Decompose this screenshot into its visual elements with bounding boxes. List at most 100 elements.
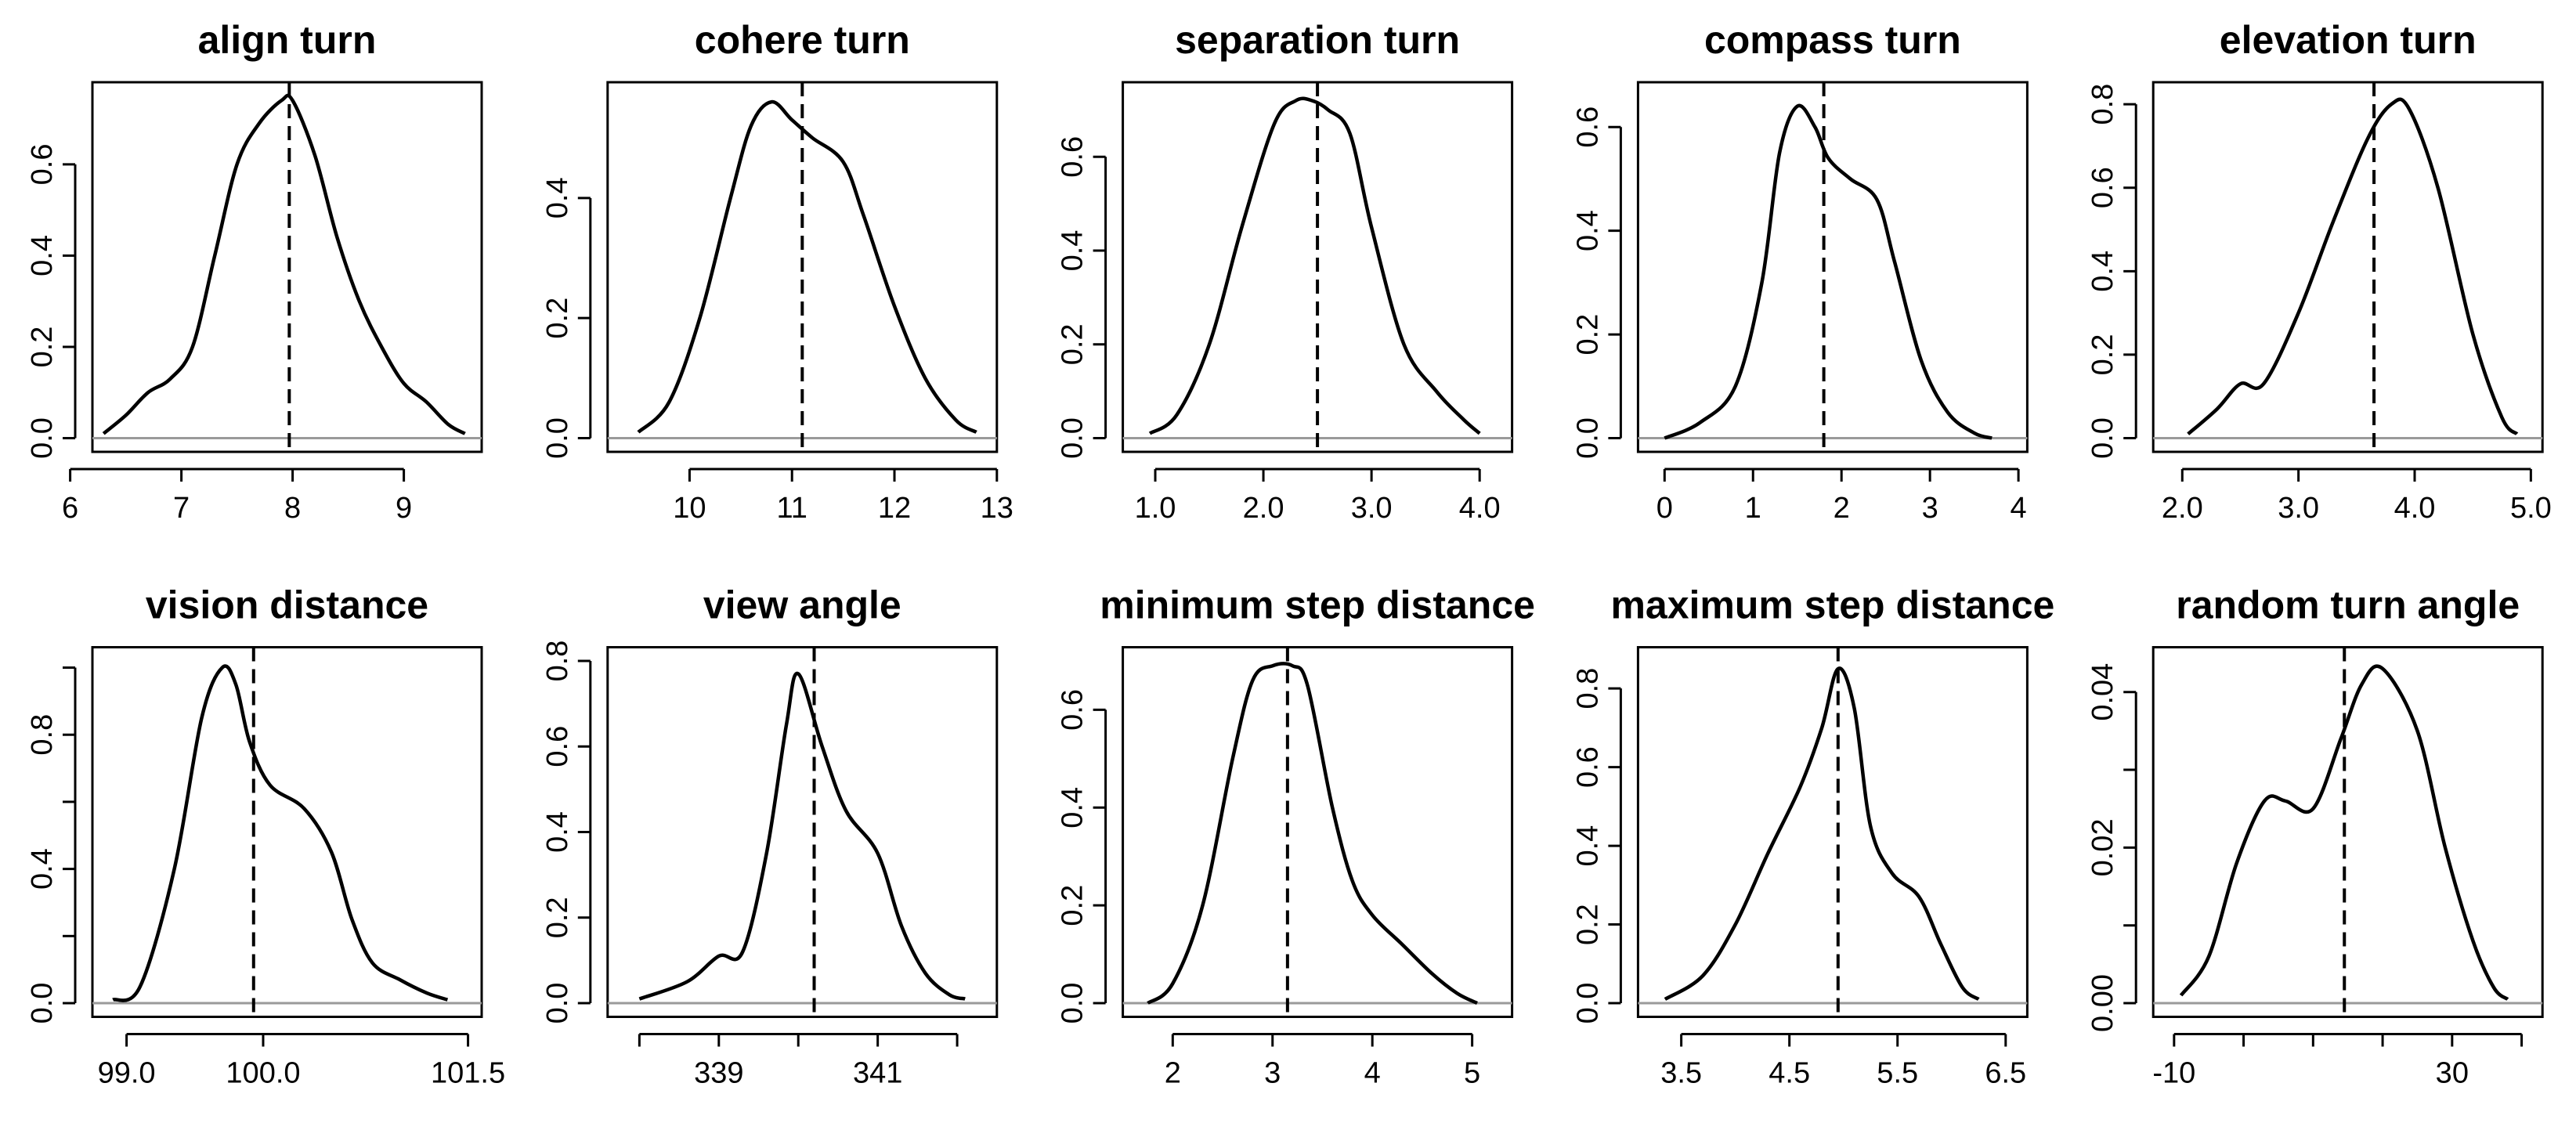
x-tick-label: 3.0: [1351, 492, 1393, 525]
density-curve: [638, 671, 966, 1001]
density-curve: [1664, 666, 1980, 1001]
y-tick-label: 0.6: [1571, 746, 1604, 788]
y-tick-label: 0.6: [26, 143, 59, 185]
y-tick-label: 0.4: [541, 177, 574, 218]
panel-title: random turn angle: [2176, 583, 2520, 627]
y-tick-label: 0.4: [1571, 210, 1604, 251]
x-tick-label: 3: [1264, 1057, 1281, 1090]
plot-frame: [606, 646, 999, 1018]
x-tick-label: 30: [2436, 1057, 2469, 1090]
y-tick-label: 0.2: [1057, 323, 1089, 365]
plot-frame: [1636, 81, 2029, 453]
x-tick-label: 101.5: [431, 1057, 505, 1090]
panel-title: cohere turn: [695, 18, 910, 62]
y-tick-label: 0.8: [2086, 84, 2119, 125]
density-curve: [2187, 97, 2519, 435]
y-tick-label: 0.4: [26, 848, 59, 890]
x-tick-label: 3.5: [1660, 1057, 1702, 1090]
x-tick-label: 1: [1745, 492, 1761, 525]
y-tick-label: 0.0: [26, 983, 59, 1024]
x-tick-label: 7: [173, 492, 190, 525]
y-tick-label: 0.8: [26, 714, 59, 756]
x-tick-label: 4: [2011, 492, 2027, 525]
y-tick-label: 0.2: [1057, 885, 1089, 926]
x-tick-label: 341: [853, 1057, 902, 1090]
y-tick-label: 0.2: [26, 327, 59, 368]
panel-title: compass turn: [1704, 18, 1961, 62]
plot-frame: [2151, 81, 2544, 453]
x-tick-label: 4: [1364, 1057, 1381, 1090]
y-tick-label: 0.0: [1057, 417, 1089, 459]
x-tick-label: 339: [694, 1057, 743, 1090]
y-tick-label: 0.6: [1057, 689, 1089, 731]
y-tick-label: 0.6: [2086, 167, 2119, 208]
panel-7: view angle 339 341 0.0 0.2 0.4 0.6 0.8: [541, 583, 999, 1090]
density-curve: [112, 664, 449, 1002]
y-tick-label: 0.6: [1571, 107, 1604, 148]
x-tick-label: -10: [2152, 1057, 2195, 1090]
plot-frame: [1636, 646, 2029, 1018]
y-tick-label: 0.4: [1057, 787, 1089, 829]
x-tick-label: 2: [1834, 492, 1850, 525]
x-tick-label: 4.0: [1459, 492, 1501, 525]
plot-frame: [91, 646, 483, 1018]
y-tick-label: 0.8: [541, 641, 574, 682]
y-tick-label: 0.6: [1057, 136, 1089, 178]
panel-10: random turn angle -10 30 0.00 0.02 0.04: [2086, 583, 2544, 1090]
y-tick-label: 0.2: [1571, 314, 1604, 356]
x-tick-label: 5.5: [1877, 1057, 1918, 1090]
y-tick-label: 0.4: [541, 811, 574, 853]
density-curve: [1147, 662, 1478, 1005]
x-tick-label: 2.0: [1243, 492, 1284, 525]
x-tick-label: 5.0: [2510, 492, 2552, 525]
x-tick-label: 13: [981, 492, 1013, 525]
density-curve: [637, 99, 977, 434]
y-tick-label: 0.0: [541, 983, 574, 1024]
x-tick-label: 4.5: [1769, 1057, 1810, 1090]
y-tick-label: 0.0: [541, 417, 574, 459]
panel-1: align turn 6 7 8 9 0.0 0.2 0.4 0.6: [26, 18, 483, 525]
x-tick-label: 6.5: [1985, 1057, 2026, 1090]
density-curve: [102, 93, 466, 435]
y-tick-label: 0.4: [26, 235, 59, 276]
x-tick-label: 11: [776, 492, 807, 525]
y-tick-label: 0.8: [1571, 668, 1604, 709]
plot-frame: [1122, 646, 1514, 1018]
x-tick-label: 100.0: [226, 1057, 300, 1090]
panel-title: view angle: [703, 583, 901, 627]
panel-2: cohere turn 10 11 12 13 0.0 0.2 0.4: [541, 18, 1013, 525]
panel-6: vision distance 99.0 100.0 101.5 0.0 0.4 0.8: [26, 583, 505, 1090]
panel-title: separation turn: [1175, 18, 1460, 62]
y-tick-label: 0.04: [2086, 663, 2119, 721]
x-tick-label: 12: [878, 492, 911, 525]
density-curve: [1664, 103, 1993, 440]
x-tick-label: 3.0: [2278, 492, 2319, 525]
x-tick-label: 2.0: [2162, 492, 2203, 525]
panel-title: elevation turn: [2220, 18, 2477, 62]
y-tick-label: 0.2: [2086, 334, 2119, 375]
x-tick-label: 10: [673, 492, 706, 525]
y-tick-label: 0.2: [541, 298, 574, 339]
y-tick-label: 0.0: [26, 417, 59, 459]
panel-4: compass turn 0 1 2 3 4 0.0 0.2 0.4 0.6: [1571, 18, 2029, 525]
y-tick-label: 0.6: [541, 726, 574, 767]
x-tick-label: 99.0: [98, 1057, 156, 1090]
x-tick-label: 1.0: [1135, 492, 1176, 525]
y-tick-label: 0.0: [2086, 417, 2119, 459]
panel-title: maximum step distance: [1610, 583, 2054, 627]
y-tick-label: 0.4: [1571, 825, 1604, 867]
panel-title: vision distance: [146, 583, 428, 627]
y-tick-label: 0.0: [1571, 417, 1604, 459]
density-curve: [2179, 664, 2509, 1001]
x-tick-label: 6: [62, 492, 78, 525]
y-tick-label: 0.02: [2086, 818, 2119, 876]
x-tick-label: 4.0: [2394, 492, 2436, 525]
y-tick-label: 0.0: [1571, 983, 1604, 1024]
panel-title: align turn: [198, 18, 377, 62]
y-tick-label: 0.2: [1571, 904, 1604, 945]
y-tick-label: 0.00: [2086, 974, 2119, 1032]
y-tick-label: 0.4: [1057, 230, 1089, 272]
x-tick-label: 8: [284, 492, 301, 525]
